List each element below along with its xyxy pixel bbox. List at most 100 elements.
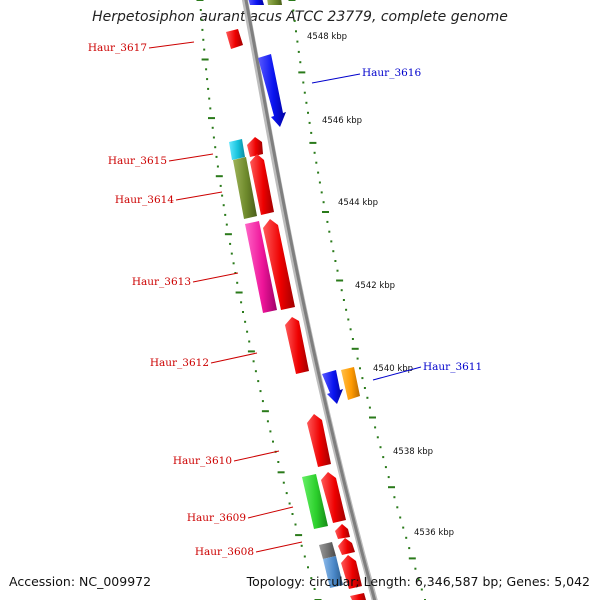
minor-tick (374, 426, 377, 429)
gene-haur-3609[interactable] (302, 474, 328, 529)
minor-tick (310, 131, 313, 134)
gene-feature[interactable] (263, 219, 295, 310)
gene-label[interactable]: Haur_3615 (108, 155, 167, 167)
tick-label: 4544 kbp (338, 198, 378, 208)
minor-tick (300, 544, 303, 547)
label-leader-line (148, 41, 195, 49)
major-tick (322, 211, 329, 213)
major-tick (215, 175, 223, 178)
gene-label[interactable]: Haur_3612 (150, 357, 209, 369)
tick-label: 4538 kbp (393, 447, 433, 457)
gene-label[interactable]: Haur_3610 (173, 455, 232, 467)
gene-feature[interactable] (247, 137, 263, 157)
gene-haur-3617[interactable] (226, 29, 243, 49)
major-tick (224, 233, 232, 236)
gene-feature[interactable] (250, 154, 274, 215)
minor-tick (326, 220, 329, 223)
major-tick (235, 291, 243, 294)
minor-tick (305, 101, 308, 104)
gene-haur-3613[interactable] (245, 221, 277, 313)
minor-tick (317, 171, 320, 174)
minor-tick (366, 396, 369, 399)
gene-label[interactable]: Haur_3609 (187, 512, 246, 524)
gene-feature[interactable] (248, 0, 264, 5)
genes (226, 0, 366, 600)
gene-feature[interactable] (338, 538, 355, 555)
major-tick (351, 347, 359, 350)
minor-tick (342, 299, 345, 301)
minor-tick (259, 390, 262, 393)
minor-tick (254, 370, 257, 373)
gene-feature[interactable] (341, 555, 362, 589)
minor-tick (332, 250, 335, 253)
minor-tick (307, 111, 309, 114)
gene-label[interactable]: Haur_3617 (88, 42, 147, 54)
gene-haur-3608[interactable] (319, 542, 336, 559)
minor-tick (288, 502, 291, 505)
label-leader-line (192, 272, 239, 283)
minor-tick (307, 566, 309, 569)
minor-tick (318, 181, 321, 184)
label-leader-line (247, 506, 294, 519)
minor-tick (315, 161, 318, 164)
gene-feature[interactable] (323, 556, 343, 588)
major-tick (201, 58, 209, 61)
minor-tick (376, 436, 379, 439)
major-tick (277, 471, 285, 474)
map-title: Herpetosiphon aurantiacus ATCC 23779, co… (92, 9, 508, 25)
minor-tick (214, 146, 217, 149)
genome-summary-text: Topology: circular; Length: 6,346,587 bp… (246, 574, 590, 589)
gene-feature[interactable] (321, 472, 346, 523)
minor-tick (208, 97, 211, 100)
minor-tick (420, 588, 423, 591)
minor-tick (340, 289, 343, 292)
gene-feature[interactable] (341, 367, 360, 400)
minor-tick (295, 30, 297, 33)
gene-haur-3612[interactable] (285, 317, 309, 374)
minor-tick (384, 466, 387, 469)
minor-tick (408, 547, 411, 550)
minor-tick (212, 136, 215, 139)
gene-haur-3614[interactable] (233, 157, 257, 219)
tick-labels: 4548 kbp 4546 kbp 4544 kbp 4542 kbp 4540 kbp… (307, 32, 454, 538)
minor-tick (382, 456, 385, 459)
minor-tick (313, 588, 316, 590)
gene-haur-3611[interactable] (322, 370, 343, 404)
minor-tick (356, 357, 359, 360)
minor-tick (201, 28, 204, 31)
gene-label[interactable]: Haur_3614 (115, 194, 174, 206)
gene-label[interactable]: Haur_3608 (195, 546, 254, 558)
minor-tick (206, 78, 209, 81)
minor-tick (387, 476, 390, 479)
minor-tick (334, 260, 337, 262)
gene-feature[interactable] (267, 0, 282, 5)
minor-tick (349, 328, 352, 331)
minor-tick (310, 577, 313, 580)
gene-haur-3615[interactable] (229, 139, 245, 160)
minor-tick (211, 126, 214, 129)
minor-tick (285, 492, 288, 495)
minor-tick (297, 50, 300, 53)
tick-label: 4548 kbp (307, 32, 347, 42)
gene-feature[interactable] (350, 593, 366, 600)
minor-tick (345, 308, 348, 311)
minor-tick (417, 578, 420, 581)
minor-tick (368, 406, 371, 409)
gene-feature[interactable] (335, 524, 350, 539)
gene-haur-3616[interactable] (258, 54, 286, 127)
minor-tick (277, 461, 280, 463)
gene-haur-3610[interactable] (307, 414, 331, 467)
minor-tick (224, 213, 227, 216)
minor-tick (361, 377, 364, 380)
minor-tick (261, 400, 264, 403)
gene-label[interactable]: Haur_3613 (132, 276, 191, 288)
major-tick (388, 486, 395, 489)
minor-tick (202, 38, 205, 41)
gene-label[interactable]: Haur_3616 (362, 67, 421, 79)
label-leader-line (255, 541, 303, 553)
minor-tick (292, 9, 295, 12)
minor-tick (402, 526, 405, 529)
gene-label[interactable]: Haur_3611 (423, 361, 482, 373)
minor-tick (302, 81, 305, 84)
